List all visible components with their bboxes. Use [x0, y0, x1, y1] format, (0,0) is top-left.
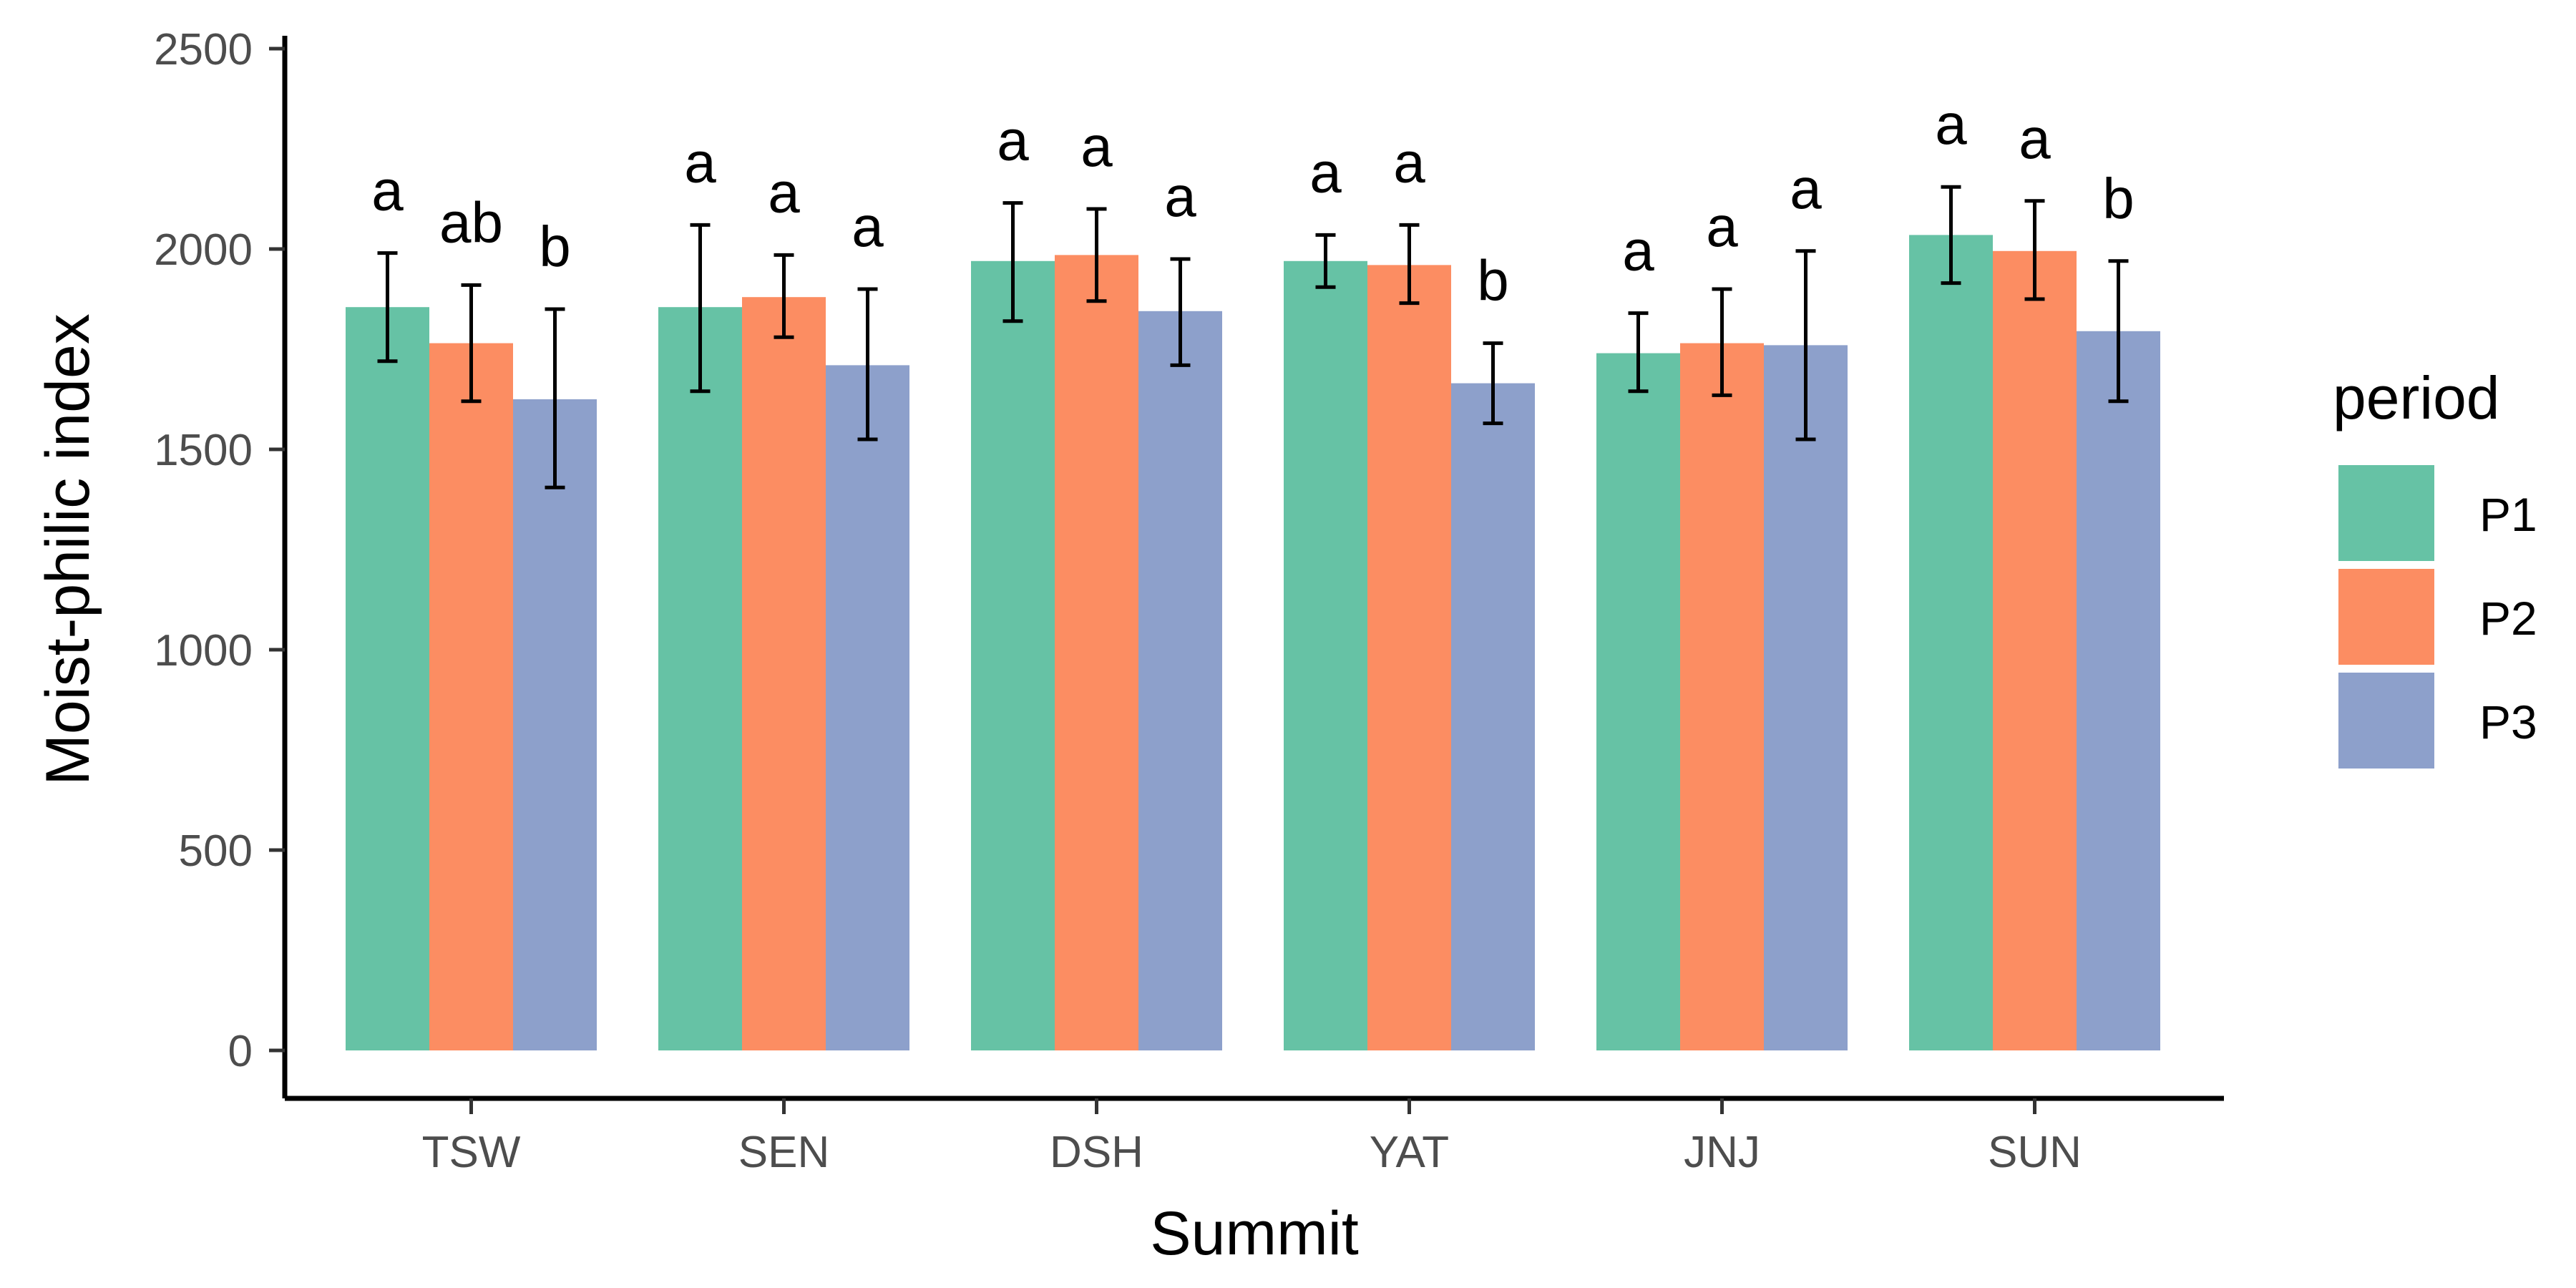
- significance-label-jnj-p1: a: [1622, 219, 1654, 283]
- bar-jnj-p3: [1764, 345, 1848, 1050]
- legend-label-p3: P3: [2479, 696, 2537, 748]
- y-tick-label-500: 500: [179, 826, 253, 876]
- significance-label-sen-p2: a: [768, 160, 800, 224]
- bar-yat-p3: [1451, 383, 1535, 1050]
- x-tick-label-tsw: TSW: [422, 1128, 521, 1177]
- legend-label-p1: P1: [2479, 488, 2537, 541]
- significance-label-yat-p3: b: [1477, 249, 1509, 313]
- significance-label-tsw-p1: a: [371, 159, 404, 223]
- axes-layer: 0 500 1000 1500 2000 2500 TSW SEN DSH YAT JNJ SUN Su…: [34, 25, 2224, 1268]
- bar-tsw-p3: [513, 399, 597, 1050]
- y-tick-label-2500: 2500: [154, 25, 253, 74]
- bar-sen-p2: [742, 297, 826, 1051]
- bar-jnj-p1: [1596, 353, 1680, 1051]
- bar-dsh-p1: [971, 260, 1055, 1050]
- x-axis-title: Summit: [1150, 1199, 1359, 1268]
- significance-label-tsw-p2: ab: [439, 190, 503, 254]
- bar-sun-p1: [1909, 235, 1993, 1050]
- significance-label-yat-p1: a: [1309, 140, 1342, 204]
- legend-key-p2: [2338, 569, 2434, 665]
- legend-key-p1: [2338, 465, 2434, 561]
- bar-tsw-p1: [346, 307, 429, 1051]
- y-axis-title: Moist-philic index: [34, 313, 102, 786]
- y-tick-label-1500: 1500: [154, 426, 253, 475]
- x-tick-label-jnj: JNJ: [1684, 1128, 1760, 1177]
- significance-label-dsh-p2: a: [1080, 114, 1113, 178]
- bar-yat-p1: [1284, 260, 1367, 1050]
- x-tick-label-yat: YAT: [1370, 1128, 1449, 1177]
- significance-label-sen-p3: a: [852, 195, 884, 258]
- y-tick-label-2000: 2000: [154, 225, 253, 275]
- legend-label-p2: P2: [2479, 592, 2537, 645]
- bar-sun-p2: [1993, 250, 2077, 1050]
- bar-sen-p3: [826, 365, 909, 1050]
- significance-label-jnj-p3: a: [1790, 157, 1822, 220]
- bar-sen-p1: [658, 307, 742, 1051]
- bar-yat-p2: [1367, 265, 1451, 1050]
- significance-label-sun-p2: a: [2019, 107, 2051, 170]
- y-tick-label-1000: 1000: [154, 626, 253, 675]
- bar-dsh-p3: [1138, 311, 1222, 1050]
- legend-key-p3: [2338, 673, 2434, 769]
- bars-layer: [346, 235, 2160, 1051]
- legend-title: period: [2333, 364, 2500, 431]
- error-bars-layer: [377, 185, 2129, 489]
- x-tick-label-dsh: DSH: [1050, 1128, 1143, 1177]
- bar-sun-p3: [2077, 331, 2160, 1050]
- significance-label-tsw-p3: b: [539, 215, 571, 278]
- x-tick-label-sen: SEN: [738, 1128, 829, 1177]
- significance-label-jnj-p2: a: [1706, 195, 1738, 258]
- bar-jnj-p2: [1680, 343, 1764, 1051]
- x-tick-label-sun: SUN: [1988, 1128, 2082, 1177]
- significance-label-dsh-p1: a: [997, 109, 1029, 172]
- significance-label-dsh-p3: a: [1164, 165, 1196, 228]
- bar-tsw-p2: [429, 343, 513, 1051]
- significance-label-yat-p2: a: [1393, 130, 1425, 194]
- significance-label-sun-p1: a: [1935, 92, 1967, 156]
- bar-dsh-p2: [1055, 255, 1138, 1050]
- significance-label-sun-p3: b: [2102, 167, 2135, 230]
- y-tick-label-0: 0: [228, 1027, 253, 1076]
- significance-label-sen-p1: a: [684, 130, 716, 194]
- legend: period P1 P2 P3: [2333, 364, 2537, 769]
